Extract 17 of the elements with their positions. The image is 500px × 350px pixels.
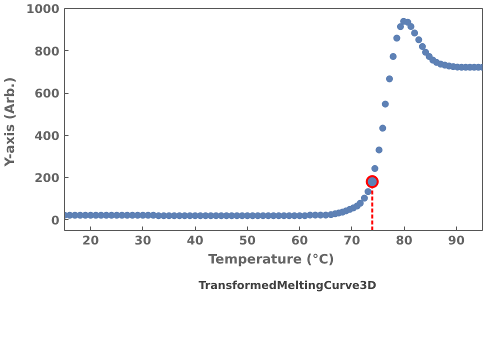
x-axis-title: Temperature (°C) (208, 252, 334, 268)
y-tick-label: 800 (34, 44, 60, 58)
x-tick-label: 30 (134, 234, 152, 248)
x-tick-label: 20 (82, 234, 99, 248)
x-tick-label: 70 (344, 234, 360, 248)
y-tick-label: 1000 (26, 2, 60, 16)
x-tick-label: 80 (396, 234, 412, 248)
y-tick-label: 600 (34, 86, 60, 101)
text: TransformedMeltingCurve3D (198, 278, 376, 292)
x-tick-label: 50 (239, 234, 256, 248)
y-axis-title: Y-axis (Arb.) (3, 77, 18, 168)
y-tick-label: 400 (34, 128, 60, 143)
y-tick-label: 0 (51, 213, 60, 228)
x-tick-label: 60 (291, 234, 308, 248)
x-tick-label: 40 (186, 234, 204, 248)
y-tick-label: 200 (34, 171, 60, 186)
x-tick-label: 90 (448, 234, 465, 248)
